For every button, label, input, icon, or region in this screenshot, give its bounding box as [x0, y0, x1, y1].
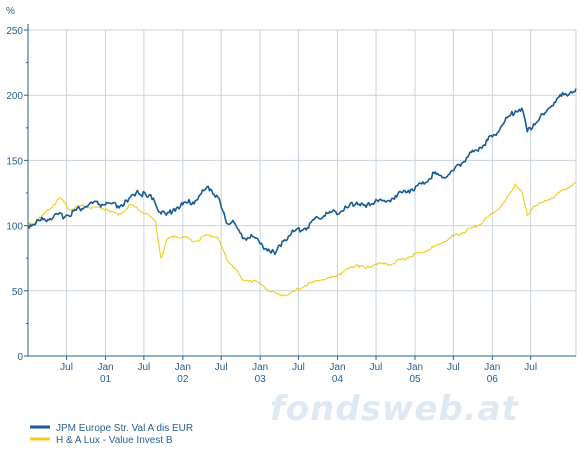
- y-tick-label: 50: [12, 287, 24, 298]
- legend-label-1: H & A Lux - Value Invest B: [56, 435, 173, 446]
- watermark-logo: fondsweb.at: [270, 389, 520, 429]
- x-tick-label-year: 04: [332, 374, 344, 385]
- y-tick-label: 100: [6, 222, 23, 233]
- y-tick-label: 200: [6, 91, 23, 102]
- x-tick-label-year: 02: [177, 374, 189, 385]
- legend-label-0: JPM Europe Str. Val A dis EUR: [56, 423, 193, 434]
- grid-lines: [28, 29, 577, 357]
- x-tick-label-year: 06: [487, 374, 499, 385]
- y-tick-label: 0: [17, 352, 23, 363]
- y-tick-label: 250: [6, 26, 23, 37]
- x-tick-label-month: Jan: [252, 362, 268, 373]
- x-tick-label-month: Jul: [447, 362, 460, 373]
- x-tick-label-month: Jul: [524, 362, 537, 373]
- series-line-0: [27, 88, 577, 256]
- y-tick-label: 150: [6, 156, 23, 167]
- x-tick-label-month: Jul: [292, 362, 305, 373]
- series-lines: [27, 88, 577, 297]
- x-tick-label-month: Jan: [97, 362, 113, 373]
- x-tick-label-month: Jan: [407, 362, 423, 373]
- x-tick-label-month: Jul: [370, 362, 383, 373]
- series-line-1: [27, 182, 577, 297]
- x-tick-label-year: 01: [100, 374, 112, 385]
- x-tick-label-year: 03: [255, 374, 267, 385]
- x-tick-label-month: Jan: [329, 362, 345, 373]
- x-tick-label-month: Jul: [60, 362, 73, 373]
- x-tick-label-year: 05: [409, 374, 421, 385]
- x-tick-label-month: Jan: [175, 362, 191, 373]
- y-axis-unit-label: %: [6, 6, 15, 17]
- x-tick-label-month: Jul: [137, 362, 150, 373]
- x-tick-label-month: Jul: [215, 362, 228, 373]
- x-tick-label-month: Jan: [484, 362, 500, 373]
